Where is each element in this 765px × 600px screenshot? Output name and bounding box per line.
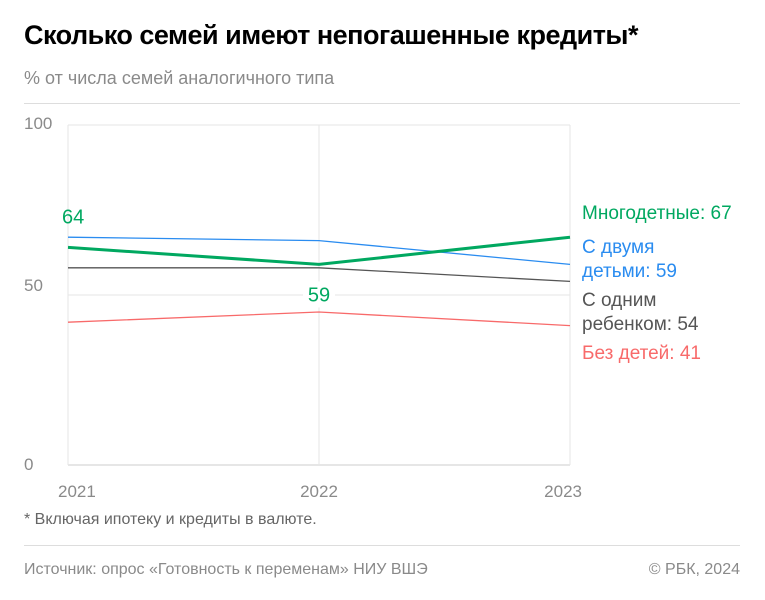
point-label: 64 (62, 206, 84, 228)
series-line (68, 267, 571, 283)
point-label-bg (303, 281, 335, 308)
series-label-line: детьми: 59 (582, 261, 677, 282)
chart-title: Сколько семей имеют непогашенные кредиты… (24, 20, 639, 50)
series-label: Многодетные: 67 (582, 202, 732, 226)
series-label-line: Без детей: 41 (582, 343, 701, 364)
footnote: * Включая ипотеку и кредиты в валюте. (24, 511, 317, 528)
series-label: С двумя детьми: 59 (582, 236, 677, 284)
copyright: © РБК, 2024 (648, 561, 740, 578)
source: Источник: опрос «Готовность к переменам»… (24, 561, 428, 578)
series-label-line: ребенком: 54 (582, 314, 699, 335)
series-label: С одним ребенком: 54 (582, 289, 699, 337)
divider (24, 545, 740, 546)
series-label-line: Многодетные: 67 (582, 203, 732, 224)
y-tick-label: 0 (24, 455, 33, 474)
series-label: Без детей: 41 (582, 342, 701, 366)
x-tick-label: 2023 (544, 482, 582, 501)
y-tick-label: 50 (24, 276, 43, 295)
chart-subtitle: % от числа семей аналогичного типа (24, 68, 335, 88)
x-tick-label: 2021 (58, 482, 96, 501)
y-tick-label: 100 (24, 114, 52, 133)
divider (24, 103, 740, 104)
series-label-line: С двумя (582, 237, 655, 258)
series-line (67, 235, 571, 266)
series-label-line: С одним (582, 290, 657, 311)
series-line (67, 311, 571, 327)
series-line (67, 236, 571, 266)
x-tick-label: 2022 (300, 482, 338, 501)
point-label: 59 (308, 284, 330, 306)
